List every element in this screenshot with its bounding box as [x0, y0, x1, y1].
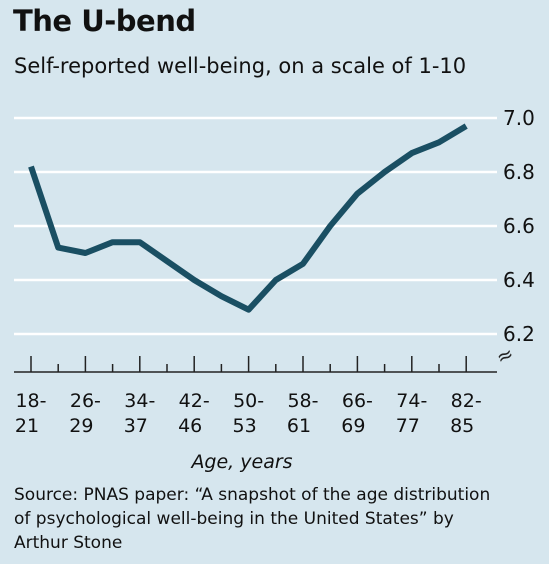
x-tick-label: 85 — [450, 415, 474, 437]
y-tick-label: 7.0 — [503, 106, 535, 130]
x-tick-label: 18- — [15, 390, 46, 412]
x-tick-label: 37 — [124, 415, 148, 437]
source-line: of psychological well-being in the Unite… — [14, 509, 454, 529]
x-tick-label: 61 — [287, 415, 311, 437]
x-tick-label: 21 — [15, 415, 39, 437]
x-tick-label: 58- — [287, 390, 318, 412]
x-tick-label: 66- — [342, 390, 373, 412]
x-tick-label: 29 — [69, 415, 93, 437]
source-line: Source: PNAS paper: “A snapshot of the a… — [14, 485, 491, 505]
x-tick-label: 53 — [233, 415, 257, 437]
chart-title: The U-bend — [13, 4, 196, 38]
chart-plot: 6.2 6.4 6.6 6.8 7.0 18- 21 26- 29 34- 37 42- 46 50- 5… — [14, 106, 535, 473]
source-note: Source: PNAS paper: “A snapshot of the a… — [14, 483, 539, 555]
y-tick-label: 6.6 — [503, 214, 535, 238]
y-tick-label: 6.4 — [503, 268, 535, 292]
x-tick-label: 69 — [341, 415, 365, 437]
y-tick-label: 6.8 — [503, 160, 535, 184]
y-tick-label: 6.2 — [503, 322, 535, 346]
x-axis-label: Age, years — [189, 451, 292, 473]
x-tick-label: 26- — [70, 390, 101, 412]
x-tick-label: 50- — [233, 390, 264, 412]
x-tick-label: 46 — [178, 415, 202, 437]
x-tick-label: 34- — [124, 390, 155, 412]
x-tick-label: 77 — [396, 415, 420, 437]
source-line: Arthur Stone — [14, 533, 123, 553]
series-line — [28, 123, 468, 313]
x-tick-label: 42- — [179, 390, 210, 412]
x-tick-label: 74- — [396, 390, 427, 412]
x-tick-label: 82- — [451, 390, 482, 412]
chart-subtitle: Self-reported well-being, on a scale of … — [14, 54, 467, 78]
